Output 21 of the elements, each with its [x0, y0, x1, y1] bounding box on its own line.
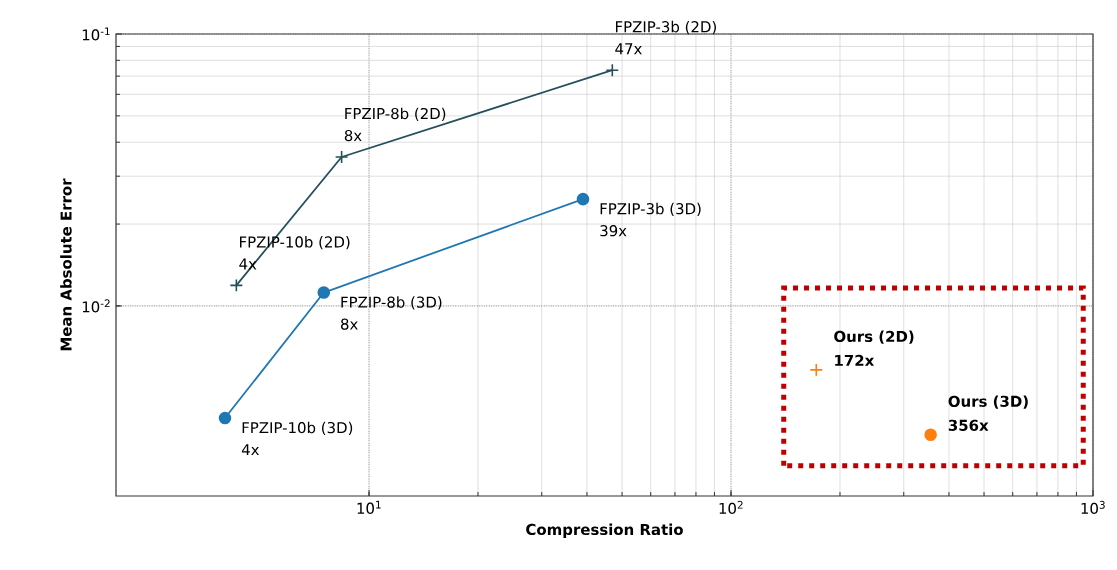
annotation: 4x: [241, 444, 260, 456]
x-axis-title: Compression Ratio: [526, 523, 683, 538]
annotation: FPZIP-8b (3D): [341, 296, 442, 310]
annotation: FPZIP-8b (2D): [345, 107, 446, 121]
annotation: FPZIP-10b (3D): [242, 421, 353, 436]
y-tick-label: 10$^{-1}$: [82, 27, 110, 41]
y-tick-label: 10$^{-2}$: [82, 299, 110, 313]
x-tick-label: 10$^{1}$: [357, 500, 381, 514]
annotation: FPZIP-3b (2D): [615, 20, 716, 35]
annotation: 8x: [344, 129, 362, 142]
annotation: FPZIP-3b (3D): [600, 202, 701, 217]
annotation: 8x: [340, 318, 358, 330]
x-tick-label: 10$^{2}$: [719, 500, 743, 515]
annotation: Ours (3D): [948, 395, 1028, 409]
annotation: 39x: [600, 225, 627, 237]
y-axis-title: Mean Absolute Error: [60, 178, 72, 351]
annotation: Ours (2D): [834, 330, 914, 344]
x-tick-label: 10$^{3}$: [1081, 500, 1105, 515]
annotation: 172x: [835, 354, 875, 366]
annotation: 356x: [948, 419, 989, 431]
annotation: 47x: [615, 43, 642, 55]
